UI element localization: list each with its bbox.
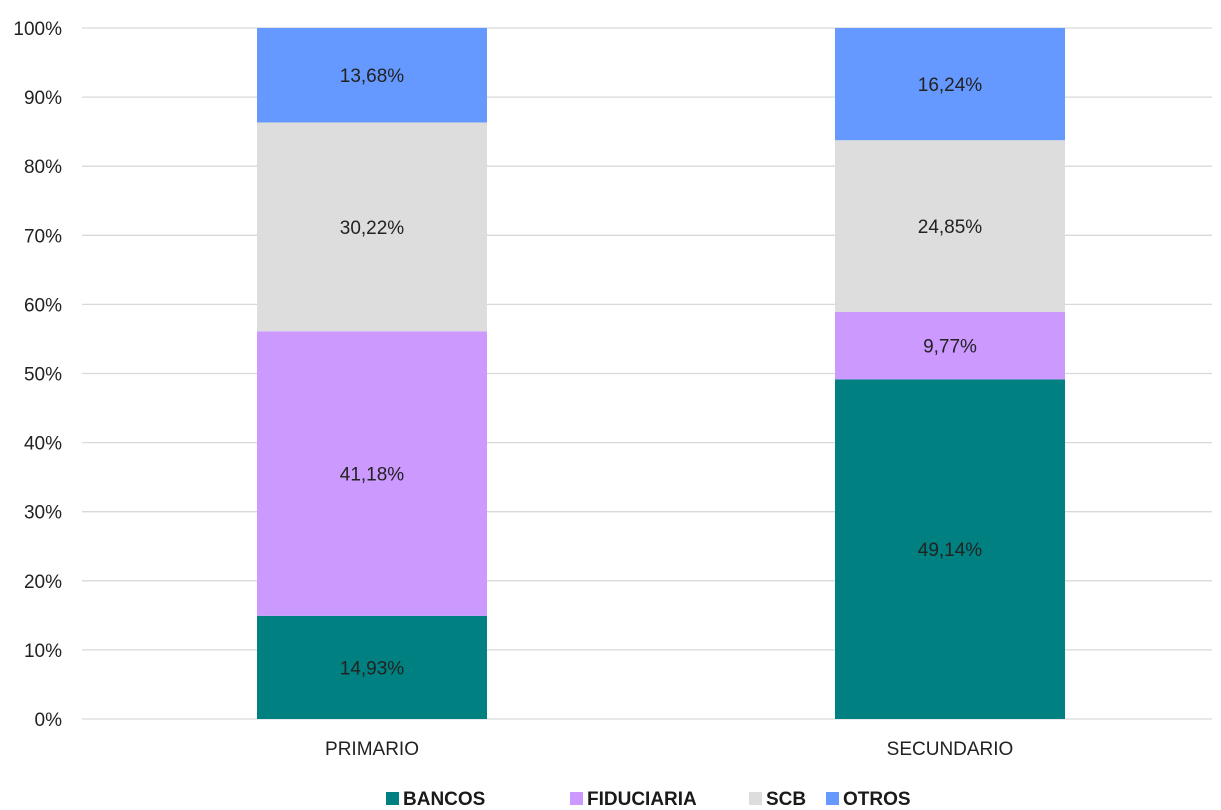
legend: BANCOS FIDUCIARIA SCB OTROS (386, 789, 911, 810)
legend-label-fiduciaria: FIDUCIARIA (587, 789, 697, 810)
y-tick-label: 90% (24, 88, 62, 109)
data-label-scb-secundario: 24,85% (918, 217, 983, 238)
bar-segment-otros-primario (257, 27, 487, 123)
legend-swatch-scb (749, 792, 762, 805)
legend-label-scb: SCB (766, 789, 806, 810)
bar-segment-scb-secundario (835, 140, 1065, 312)
data-labels: 14,93% 41,18% 30,22% 13,68% 49,14% 9,77% 24,85… (340, 66, 983, 679)
bar-segment-bancos-primario (257, 615, 487, 719)
y-tick-label: 70% (24, 226, 62, 247)
x-axis-category-labels: PRIMARIO SECUNDARIO (325, 739, 1013, 760)
y-tick-label: 50% (24, 365, 62, 386)
bar-segment-otros-secundario (835, 28, 1065, 141)
bars (257, 27, 1065, 719)
x-category-label: SECUNDARIO (887, 739, 1014, 760)
bar-segment-scb-primario (257, 122, 487, 332)
y-tick-label: 80% (24, 157, 62, 178)
data-label-scb-primario: 30,22% (340, 218, 405, 239)
y-tick-label: 40% (24, 434, 62, 455)
x-category-label: PRIMARIO (325, 739, 419, 760)
bar-segment-fiduciaria-secundario (835, 311, 1065, 380)
data-label-fiduciaria-secundario: 9,77% (923, 337, 977, 358)
y-tick-label: 60% (24, 295, 62, 316)
bar-segment-fiduciaria-primario (257, 331, 487, 616)
y-tick-label: 30% (24, 503, 62, 524)
legend-swatch-fiduciaria (570, 792, 583, 805)
legend-swatch-otros (826, 792, 839, 805)
y-axis-tick-labels: 0% 10% 20% 30% 40% 50% 60% 70% 80% 90% 100% (13, 19, 62, 731)
legend-label-bancos: BANCOS (403, 789, 485, 810)
bar-segment-bancos-secundario (835, 379, 1065, 719)
data-label-bancos-secundario: 49,14% (918, 540, 983, 561)
legend-label-otros: OTROS (843, 789, 911, 810)
y-tick-label: 10% (24, 641, 62, 662)
y-tick-label: 0% (35, 710, 63, 731)
legend-swatch-bancos (386, 792, 399, 805)
data-label-fiduciaria-primario: 41,18% (340, 465, 405, 486)
data-label-otros-primario: 13,68% (340, 66, 405, 87)
y-tick-label: 100% (13, 19, 62, 40)
y-tick-label: 20% (24, 572, 62, 593)
data-label-bancos-primario: 14,93% (340, 658, 405, 679)
data-label-otros-secundario: 16,24% (918, 75, 983, 96)
